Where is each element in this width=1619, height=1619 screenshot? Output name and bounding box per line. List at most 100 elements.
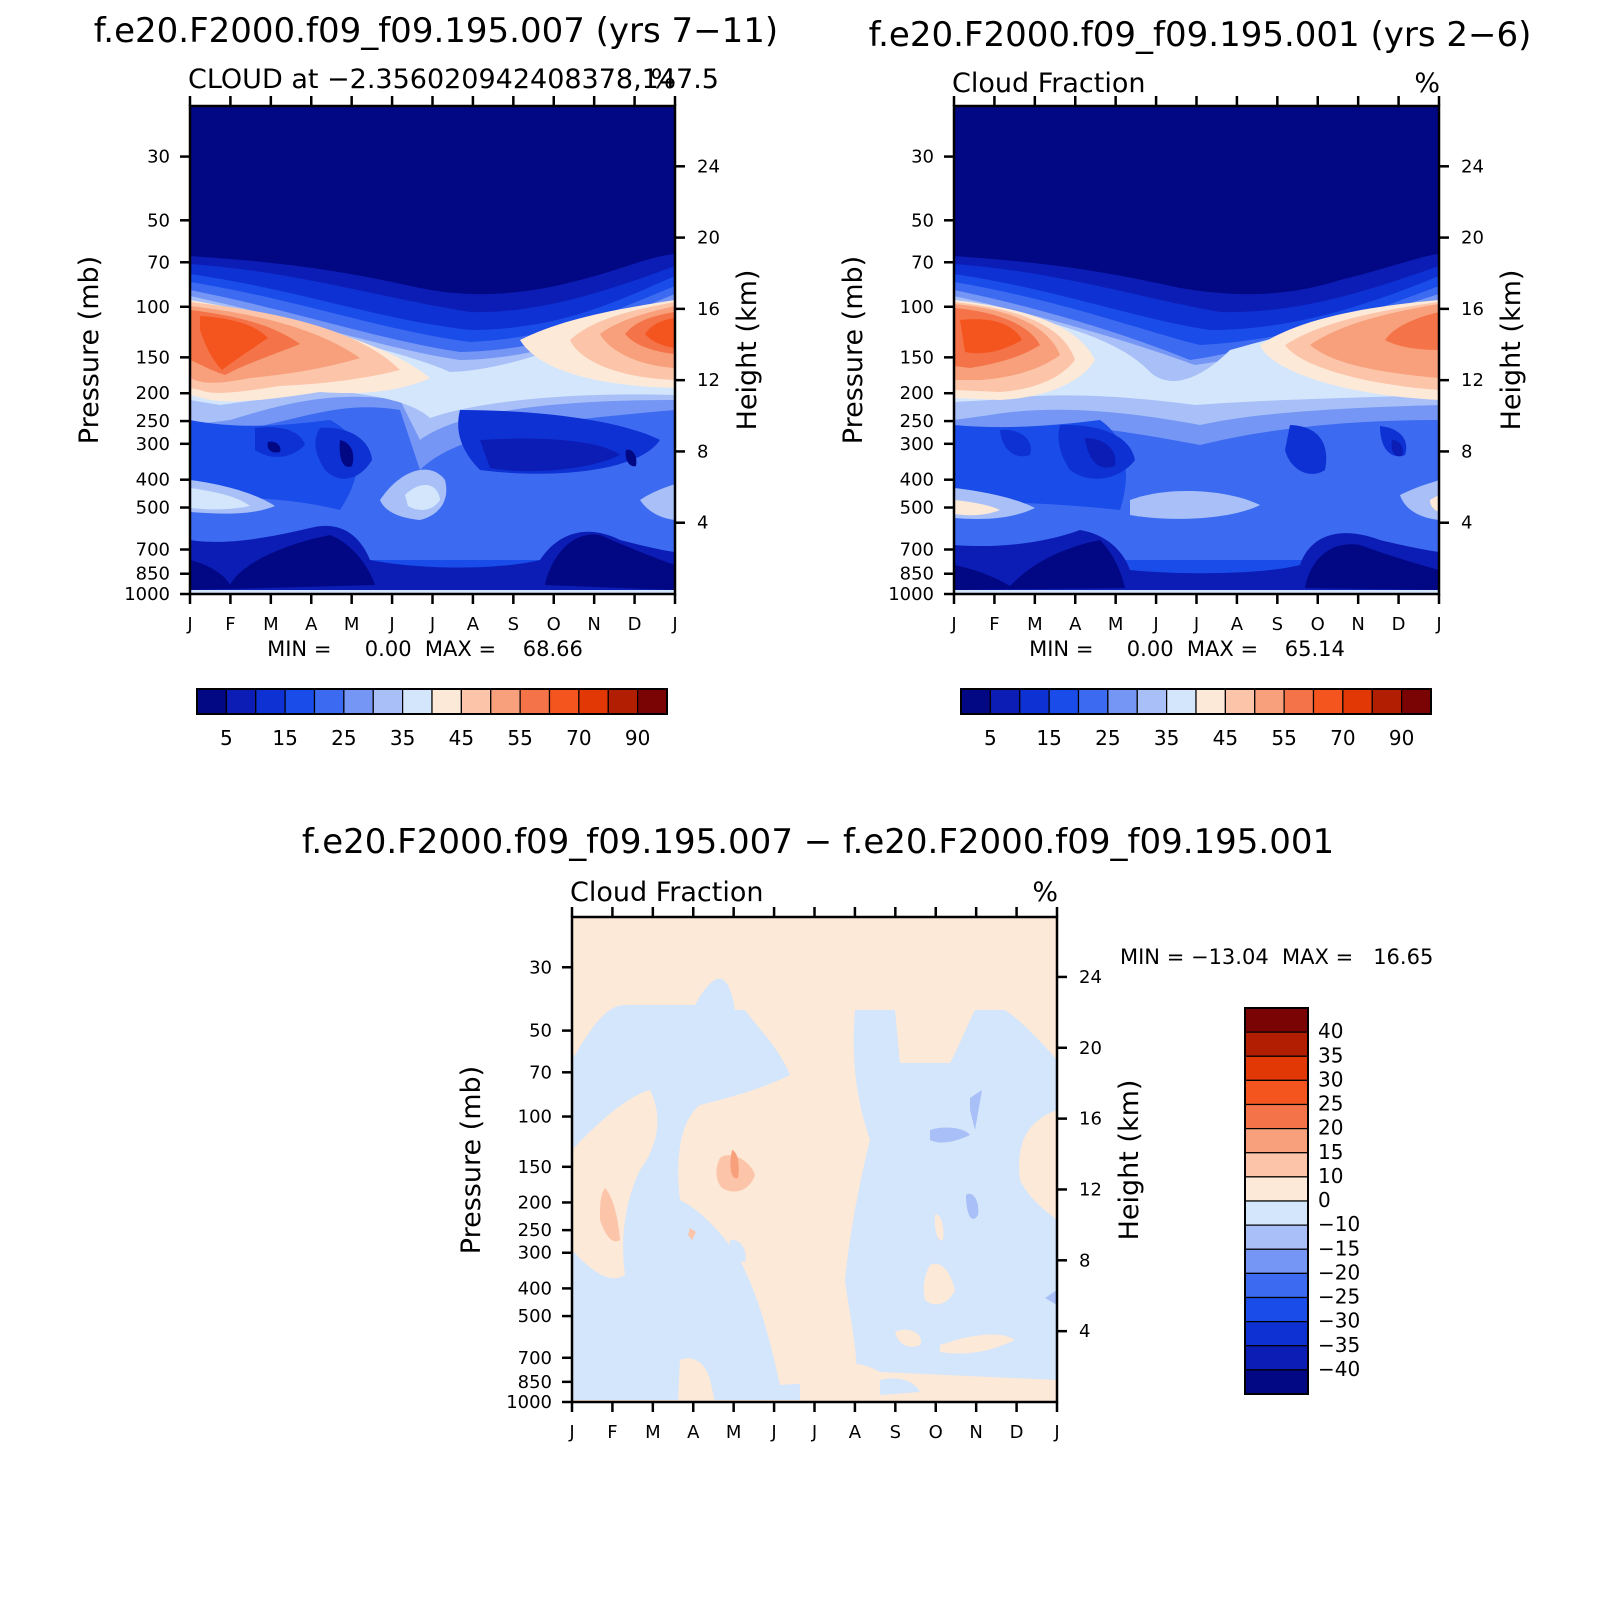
- colorbar-swatch: [548, 688, 580, 715]
- x-tick-label: S: [890, 1422, 901, 1443]
- x-tick-label: O: [1311, 614, 1325, 635]
- y-tick-label: 1000: [124, 584, 170, 605]
- colorbar-swatch: [1244, 1345, 1309, 1371]
- x-tick-label: A: [467, 614, 480, 635]
- x-tick-label: A: [305, 614, 318, 635]
- colorbar-swatch: [1166, 688, 1197, 715]
- y-tick-label: 150: [518, 1157, 552, 1178]
- colorbar-label: 70: [1330, 726, 1355, 750]
- colorbar-swatch: [1107, 688, 1138, 715]
- colorbar-swatch: [1244, 1103, 1309, 1130]
- colorbar-swatch: [1312, 688, 1344, 715]
- colorbar-swatch: [1244, 1224, 1309, 1250]
- colorbar-swatch: [1244, 1079, 1309, 1106]
- colorbar-swatch: [313, 688, 345, 715]
- colorbar-swatch: [1401, 688, 1432, 715]
- y-tick-right-label: 4: [1079, 1321, 1090, 1342]
- colorbar-swatch: [255, 688, 286, 715]
- colorbar-swatch: [1244, 1200, 1309, 1226]
- y-tick-label: 150: [900, 347, 934, 368]
- x-tick-label: J: [186, 614, 192, 635]
- x-tick-label: J: [1053, 1422, 1059, 1443]
- x-tick-label: J: [950, 614, 956, 635]
- colorbar-label: 15: [1318, 1140, 1343, 1164]
- x-tick-label: S: [1272, 614, 1283, 635]
- x-tick-label: A: [1069, 614, 1082, 635]
- y-tick-right-label: 8: [697, 441, 708, 462]
- panel-1: f.e20.F2000.f09_f09.195.007 (yrs 7−11) C…: [74, 11, 778, 750]
- y-tick-right-label: 24: [1079, 967, 1102, 988]
- colorbar-swatch: [607, 688, 639, 715]
- colorbar-label: 40: [1318, 1019, 1343, 1043]
- y-tick-label: 50: [911, 210, 934, 231]
- x-tick-label: A: [849, 1422, 862, 1443]
- colorbar-swatch: [1244, 1369, 1309, 1395]
- x-tick-label: M: [1027, 614, 1043, 635]
- colorbar-label: 25: [1095, 726, 1120, 750]
- colorbar-label: 35: [1154, 726, 1179, 750]
- colorbar-label: 20: [1318, 1116, 1343, 1140]
- x-tick-label: F: [225, 614, 235, 635]
- colorbar-label: 35: [390, 726, 415, 750]
- colorbar-label: −30: [1318, 1309, 1360, 1333]
- colorbar-label: 45: [1213, 726, 1238, 750]
- y-tick-label: 70: [147, 252, 170, 273]
- colorbar-swatch: [578, 688, 609, 715]
- y-tick-label: 70: [529, 1062, 552, 1083]
- panel-2-title: f.e20.F2000.f09_f09.195.001 (yrs 2−6): [869, 15, 1532, 55]
- x-tick-label: J: [671, 614, 677, 635]
- y-tick-label: 850: [136, 564, 170, 585]
- y-tick-label: 30: [911, 147, 934, 168]
- colorbar-swatch: [372, 688, 404, 715]
- colorbar-label: −10: [1318, 1212, 1360, 1236]
- y-tick-label: 50: [147, 210, 170, 231]
- panel-1-units: %: [650, 64, 676, 95]
- y-tick-right-label: 20: [697, 228, 720, 249]
- y-tick-label: 700: [136, 540, 170, 561]
- panel-3-stats: MIN = −13.04 MAX = 16.65: [1120, 945, 1433, 969]
- y-tick-label: 1000: [888, 584, 934, 605]
- y-tick-right-label: 16: [697, 299, 720, 320]
- colorbar-swatch: [1244, 1321, 1309, 1347]
- colorbar-swatch: [1371, 688, 1403, 715]
- y-tick-label: 1000: [506, 1392, 552, 1413]
- x-tick-label: S: [508, 614, 519, 635]
- y-tick-label: 400: [136, 470, 170, 491]
- colorbar-swatch: [1244, 1055, 1309, 1081]
- colorbar-swatch: [196, 688, 227, 715]
- colorbar-label: −35: [1318, 1333, 1360, 1357]
- panel-3-field: [572, 917, 1057, 1402]
- panel-2-ylabel-right: Height (km): [1496, 270, 1527, 431]
- panel-3-units: %: [1032, 877, 1058, 908]
- colorbar-swatch: [1077, 688, 1109, 715]
- colorbar-swatch: [1019, 688, 1050, 715]
- colorbar-label: 55: [1271, 726, 1296, 750]
- x-tick-label: M: [1108, 614, 1124, 635]
- y-tick-label: 250: [900, 411, 934, 432]
- colorbar-frame: [196, 688, 668, 715]
- colorbar-swatch: [1244, 1152, 1309, 1178]
- y-tick-label: 850: [900, 564, 934, 585]
- colorbar-swatch: [460, 688, 492, 715]
- panel-3: f.e20.F2000.f09_f09.195.007 − f.e20.F200…: [302, 822, 1433, 1443]
- x-tick-label: J: [388, 614, 394, 635]
- y-tick-right-label: 24: [1461, 156, 1484, 177]
- y-tick-label: 200: [900, 383, 934, 404]
- colorbar-label: 10: [1318, 1164, 1343, 1188]
- x-tick-label: A: [1231, 614, 1244, 635]
- x-tick-label: D: [1392, 614, 1406, 635]
- x-tick-label: J: [1152, 614, 1158, 635]
- colorbar-swatch: [1048, 688, 1080, 715]
- y-tick-right-label: 12: [697, 370, 720, 391]
- panel-2-subtitle: Cloud Fraction: [952, 68, 1145, 99]
- colorbar-frame: [960, 688, 1432, 715]
- x-tick-label: N: [1351, 614, 1364, 635]
- x-tick-label: J: [1193, 614, 1199, 635]
- colorbar-swatch: [402, 688, 433, 715]
- x-tick-label: D: [628, 614, 642, 635]
- colorbar-swatch: [1244, 1007, 1309, 1033]
- colorbar-label: 45: [449, 726, 474, 750]
- colorbar-swatch: [490, 688, 521, 715]
- panel-1-ylabel: Pressure (mb): [74, 256, 105, 444]
- colorbar-swatch: [1254, 688, 1285, 715]
